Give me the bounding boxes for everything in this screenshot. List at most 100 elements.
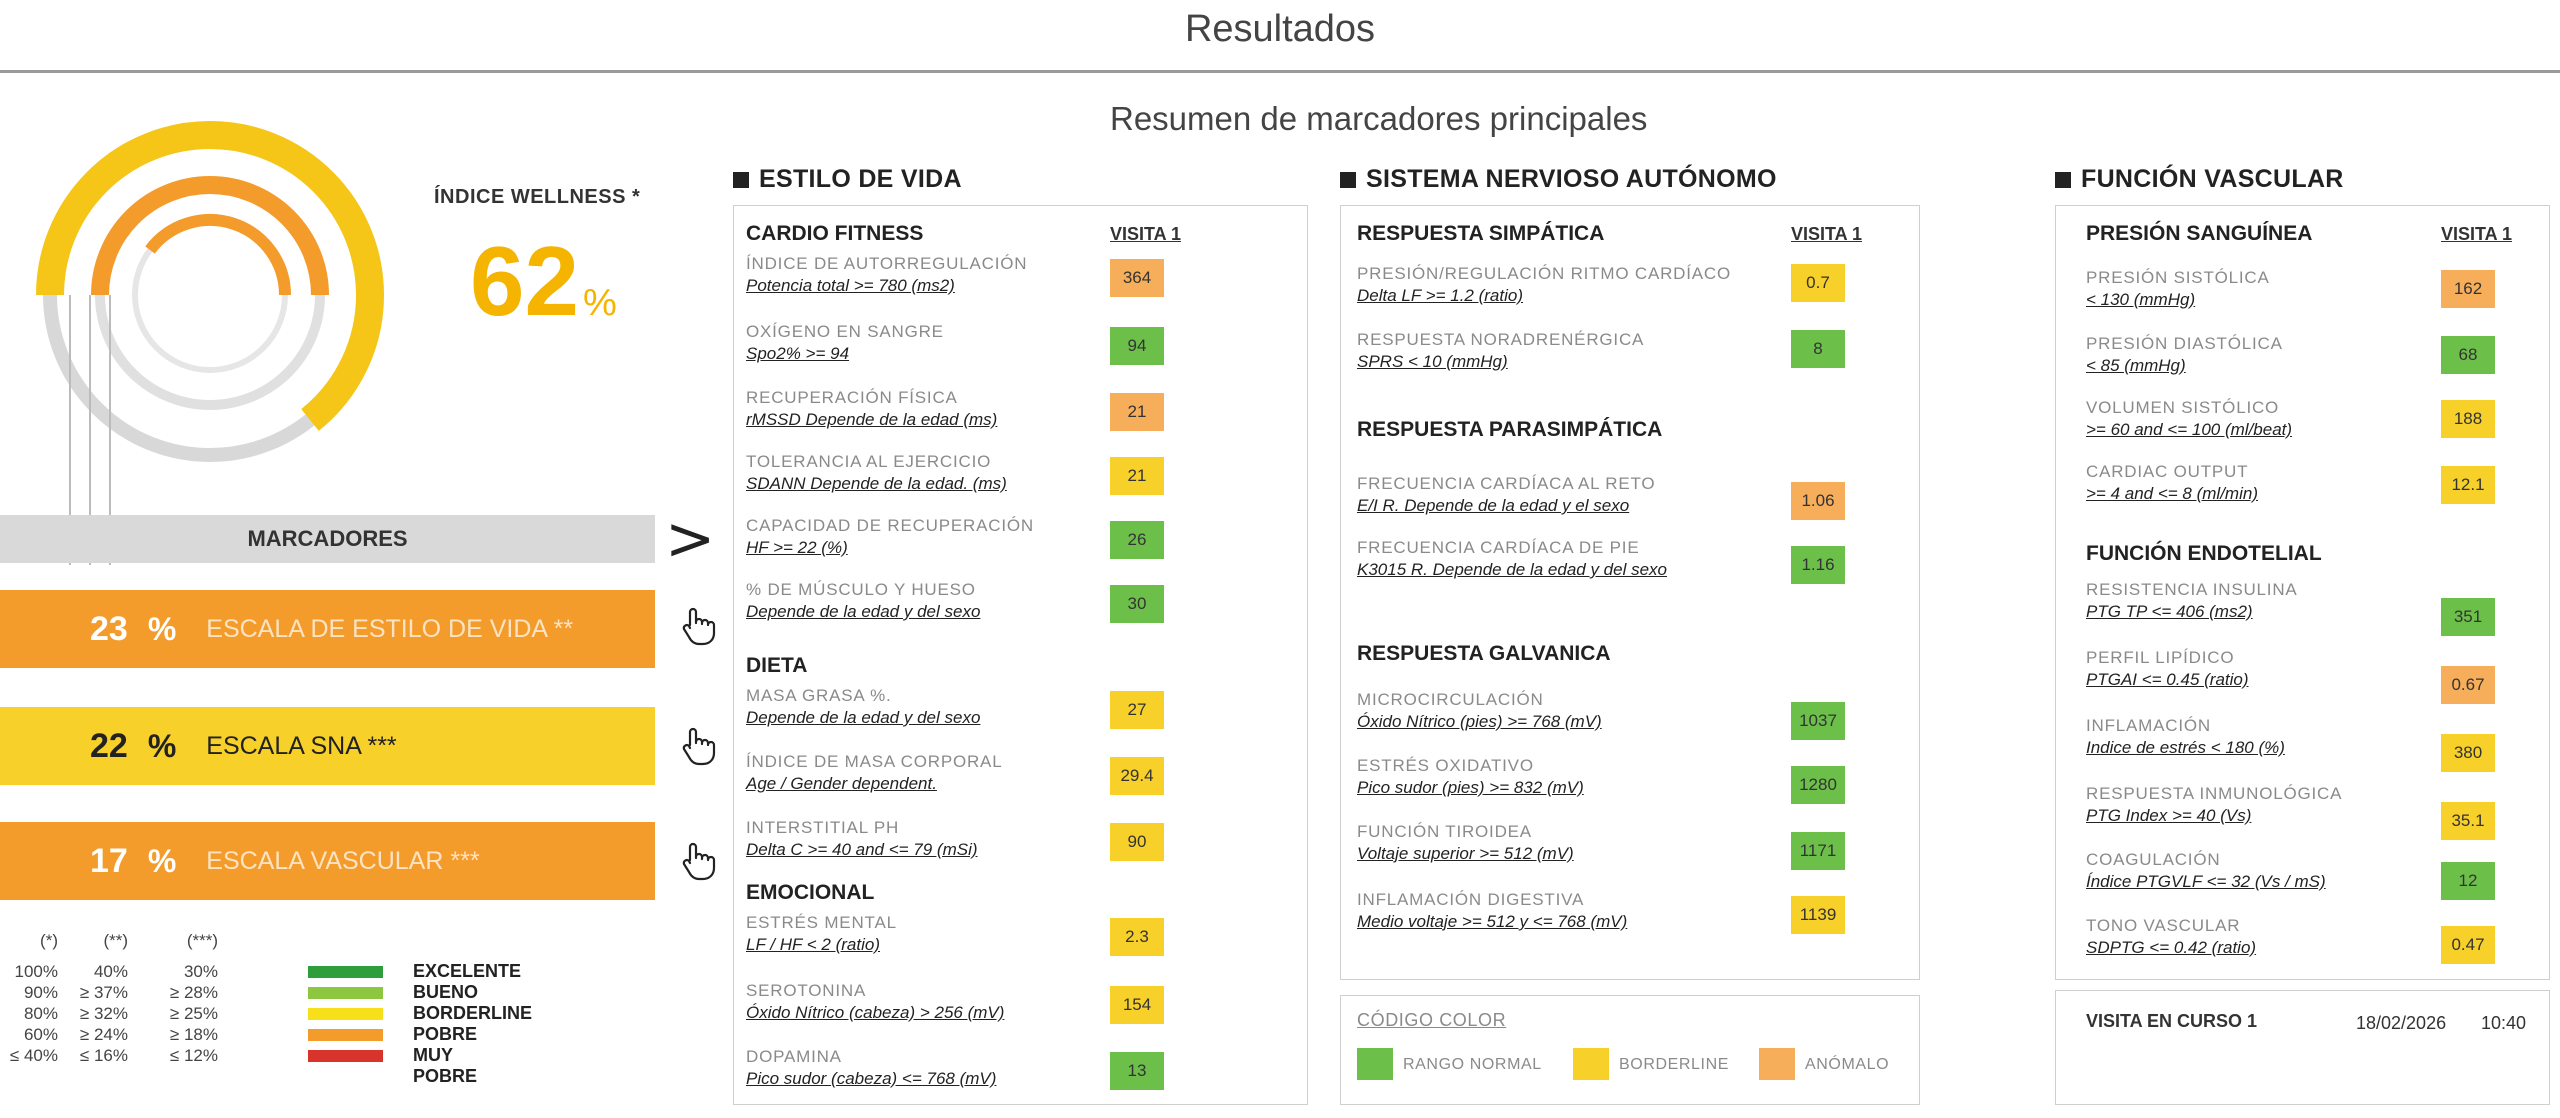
marker-name: PRESIÓN SISTÓLICA — [2086, 268, 2270, 287]
page-title: Resultados — [1184, 8, 1376, 50]
marker-range: Indice de estrés < 180 (%) — [2086, 738, 2285, 757]
marker-name: DOPAMINA — [746, 1047, 842, 1066]
marker-name: FUNCIÓN TIROIDEA — [1357, 822, 1532, 841]
chevron-right-icon[interactable]: > — [665, 504, 716, 574]
marker-range: PTG TP <= 406 (ms2) — [2086, 602, 2253, 621]
square-bullet-icon — [2055, 171, 2071, 188]
title-divider — [0, 70, 2560, 73]
marker-range: Pico sudor (cabeza) <= 768 (mV) — [746, 1069, 997, 1088]
marker-name: ÍNDICE DE MASA CORPORAL — [746, 752, 1003, 771]
scale-estilo-vida[interactable]: 23% ESCALA DE ESTILO DE VIDA ** — [0, 590, 655, 668]
marker-name: OXÍGENO EN SANGRE — [746, 322, 944, 341]
square-bullet-icon — [733, 171, 749, 188]
marker-value: 1.06 — [1791, 482, 1845, 520]
marker-value: 27 — [1110, 691, 1164, 729]
current-visit-time: 10:40 — [2481, 1013, 2527, 1033]
marker-range: Óxido Nítrico (pies) >= 768 (mV) — [1357, 712, 1602, 731]
visit-column-header: VISITA 1 — [1791, 224, 1863, 244]
marker-range: >= 4 and <= 8 (ml/min) — [2086, 484, 2258, 503]
panel-vascular: PRESIÓN SANGUÍNEA VISITA 1 PRESIÓN SISTÓ… — [2055, 205, 2550, 980]
marker-name: VOLUMEN SISTÓLICO — [2086, 398, 2280, 417]
wellness-label: ÍNDICE WELLNESS * — [434, 186, 641, 208]
marker-name: INTERSTITIAL PH — [746, 818, 900, 837]
marker-range: Medio voltaje >= 512 y <= 768 (mV) — [1357, 912, 1628, 931]
marker-name: SEROTONINA — [746, 981, 867, 1000]
section-sna-title: SISTEMA NERVIOSO AUTÓNOMO — [1340, 165, 1777, 194]
scale-vascular[interactable]: 17% ESCALA VASCULAR *** — [0, 822, 655, 900]
marker-name: ESTRÉS OXIDATIVO — [1357, 756, 1534, 775]
marker-value: 1171 — [1791, 832, 1845, 870]
marker-value: 30 — [1110, 585, 1164, 623]
visit-column-header: VISITA 1 — [1110, 224, 1182, 244]
marker-value: 188 — [2441, 400, 2495, 438]
current-visit-label: VISITA EN CURSO 1 — [2086, 1011, 2258, 1031]
current-visit-panel: VISITA EN CURSO 1 18/02/2026 10:40 — [2055, 990, 2550, 1105]
marker-value: 162 — [2441, 270, 2495, 308]
color-code-title: CÓDIGO COLOR — [1357, 1010, 1507, 1030]
legend-swatch-excelente — [308, 966, 383, 978]
marker-value: 0.7 — [1791, 264, 1845, 302]
scale-sna[interactable]: 22% ESCALA SNA *** — [0, 707, 655, 785]
hand-pointer-icon[interactable] — [676, 838, 720, 882]
marker-value: 13 — [1110, 1052, 1164, 1090]
marker-range: Potencia total >= 780 (ms2) — [746, 276, 955, 295]
marker-name: TOLERANCIA AL EJERCICIO — [746, 452, 992, 471]
marker-name: ÍNDICE DE AUTORREGULACIÓN — [746, 254, 1028, 273]
marker-range: HF >= 22 (%) — [746, 538, 848, 557]
gauge-arc-inner — [145, 214, 291, 296]
color-code-label: RANGO NORMAL — [1403, 1056, 1542, 1073]
marker-name: RESISTENCIA INSULINA — [2086, 580, 2298, 599]
marker-name: CAPACIDAD DE RECUPERACIÓN — [746, 516, 1034, 535]
group-emocional: EMOCIONAL — [746, 881, 875, 904]
marker-range: Óxido Nítrico (cabeza) > 256 (mV) — [746, 1003, 1005, 1022]
marker-name: % DE MÚSCULO Y HUESO — [746, 580, 976, 599]
marker-value: 364 — [1110, 259, 1164, 297]
marker-range: Pico sudor (pies) >= 832 (mV) — [1357, 778, 1584, 797]
section-estilo-vida-title: ESTILO DE VIDA — [733, 165, 962, 194]
legend-col-1: (*) 100% 90% 80% 60% ≤ 40% — [9, 931, 58, 1065]
legend-swatch-muy-pobre — [308, 1050, 383, 1062]
marker-range: E/I R. Depende de la edad y el sexo — [1357, 496, 1630, 515]
marker-value: 12 — [2441, 862, 2495, 900]
markers-bar[interactable]: MARCADORES — [0, 515, 655, 563]
current-visit-date: 18/02/2026 — [2356, 1013, 2447, 1033]
marker-range: PTG Index >= 40 (Vs) — [2086, 806, 2252, 825]
marker-range: rMSSD Depende de la edad (ms) — [746, 410, 998, 429]
marker-value: 8 — [1791, 330, 1845, 368]
hand-pointer-icon[interactable] — [676, 723, 720, 767]
swatch-borderline — [1573, 1048, 1609, 1080]
marker-name: ESTRÉS MENTAL — [746, 913, 897, 932]
marker-range: SDPTG <= 0.42 (ratio) — [2086, 938, 2257, 957]
wellness-gauge — [36, 121, 385, 565]
marker-name: TONO VASCULAR — [2086, 916, 2241, 935]
group-respuesta-simpatica: RESPUESTA SIMPÁTICA — [1357, 222, 1605, 245]
marker-name: COAGULACIÓN — [2086, 850, 2221, 869]
marker-value: 1.16 — [1791, 546, 1845, 584]
marker-name: FRECUENCIA CARDÍACA DE PIE — [1357, 538, 1640, 557]
marker-value: 90 — [1110, 823, 1164, 861]
marker-range: SPRS < 10 (mmHg) — [1357, 352, 1508, 371]
marker-name: RESPUESTA NORADRENÉRGICA — [1357, 330, 1645, 349]
marker-name: INFLAMACIÓN DIGESTIVA — [1357, 890, 1585, 909]
marker-name: INFLAMACIÓN — [2086, 716, 2211, 735]
color-code-label: BORDERLINE — [1619, 1056, 1730, 1073]
gauge-arc-outer — [36, 121, 384, 296]
square-bullet-icon — [1340, 171, 1356, 188]
marker-range: Depende de la edad y del sexo — [746, 602, 981, 621]
legend-name: BORDERLINE — [413, 1003, 533, 1023]
color-code-label: ANÓMALO — [1805, 1056, 1890, 1073]
marker-range: Age / Gender dependent. — [746, 774, 937, 793]
marker-value: 1037 — [1791, 702, 1845, 740]
marker-value: 26 — [1110, 521, 1164, 559]
marker-value: 2.3 — [1110, 918, 1164, 956]
marker-value: 12.1 — [2441, 466, 2495, 504]
group-respuesta-parasimpatica: RESPUESTA PARASIMPÁTICA — [1357, 418, 1663, 441]
marker-range: Voltaje superior >= 512 (mV) — [1357, 844, 1574, 863]
legend-name: MUY POBRE — [413, 1045, 478, 1086]
gauge-arc-middle — [91, 176, 329, 296]
marker-value: 29.4 — [1110, 757, 1164, 795]
marker-value: 0.47 — [2441, 926, 2495, 964]
marker-name: RESPUESTA INMUNOLÓGICA — [2086, 784, 2343, 803]
hand-pointer-icon[interactable] — [676, 603, 720, 647]
marker-name: PRESIÓN DIASTÓLICA — [2086, 334, 2283, 353]
